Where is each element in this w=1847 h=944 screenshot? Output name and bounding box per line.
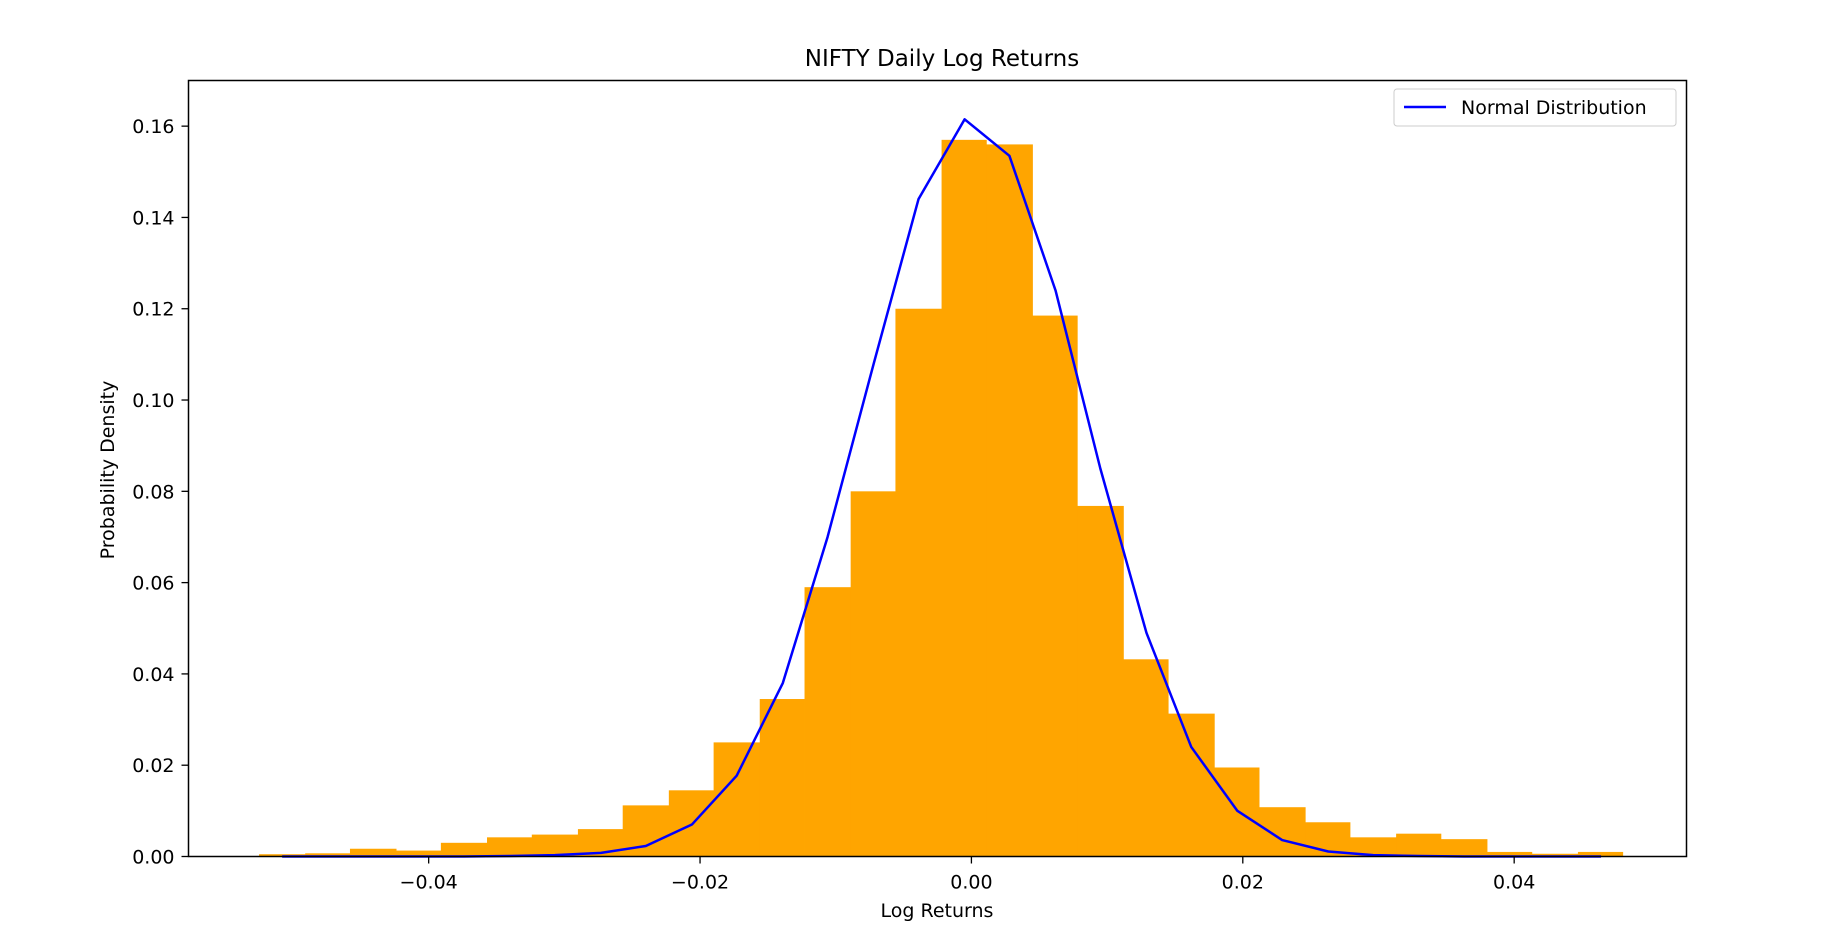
histogram-bar (895, 308, 942, 857)
x-axis-label: Log Returns (881, 900, 994, 922)
histogram-bar (1349, 837, 1397, 857)
histogram-bars (259, 139, 1624, 857)
histogram-bar (487, 837, 533, 857)
histogram-bar (1168, 713, 1215, 857)
y-tick-label: 0.02 (132, 755, 174, 777)
histogram-bar (1440, 839, 1488, 857)
legend-label: Normal Distribution (1461, 97, 1647, 119)
histogram-bar (1077, 505, 1124, 857)
y-tick-label: 0.04 (132, 664, 174, 686)
plot-frame (187, 79, 1688, 858)
histogram-bar (759, 699, 805, 857)
histogram-bar (396, 850, 442, 857)
histogram-bar (804, 587, 852, 857)
x-tick-label: 0.00 (950, 872, 992, 894)
x-tick-label: 0.04 (1493, 872, 1535, 894)
histogram-bar (986, 144, 1033, 857)
x-axis-ticks: −0.04 −0.02 0.00 0.02 0.04 (400, 856, 1535, 894)
legend: Normal Distribution (1393, 88, 1677, 127)
histogram-bar (305, 853, 351, 857)
histogram-bar (349, 848, 397, 857)
x-tick-label: −0.02 (671, 872, 729, 894)
y-axis-label: Probability Density (97, 381, 119, 560)
legend-box (1393, 88, 1677, 127)
x-tick-label: −0.04 (400, 872, 458, 894)
y-tick-label: 0.16 (132, 116, 174, 138)
y-tick-label: 0.14 (132, 207, 174, 229)
y-tick-label: 0.10 (132, 390, 174, 412)
chart-title: NIFTY Daily Log Returns (805, 46, 1079, 72)
histogram-bar (1259, 807, 1306, 857)
y-axis-ticks: 0.00 0.02 0.04 0.06 0.08 0.10 0.12 0.14 0.16 (132, 116, 189, 869)
y-tick-label: 0.12 (132, 299, 174, 321)
histogram-bar (440, 842, 488, 857)
histogram-bar (1577, 851, 1624, 857)
histogram-bar (531, 834, 579, 857)
histogram-bar (1032, 315, 1078, 857)
y-tick-label: 0.00 (132, 847, 174, 869)
histogram-bar (1123, 659, 1169, 857)
y-tick-label: 0.06 (132, 573, 174, 595)
histogram-bar (1396, 833, 1442, 857)
histogram-bar (850, 491, 896, 857)
x-tick-label: 0.02 (1222, 872, 1264, 894)
histogram-bar (1487, 851, 1533, 857)
histogram-bar (713, 742, 761, 857)
histogram-bar (1531, 853, 1579, 857)
histogram-bar (941, 139, 987, 857)
y-tick-label: 0.08 (132, 481, 174, 503)
